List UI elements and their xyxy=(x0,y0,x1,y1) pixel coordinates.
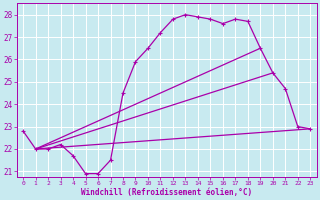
X-axis label: Windchill (Refroidissement éolien,°C): Windchill (Refroidissement éolien,°C) xyxy=(81,188,252,197)
